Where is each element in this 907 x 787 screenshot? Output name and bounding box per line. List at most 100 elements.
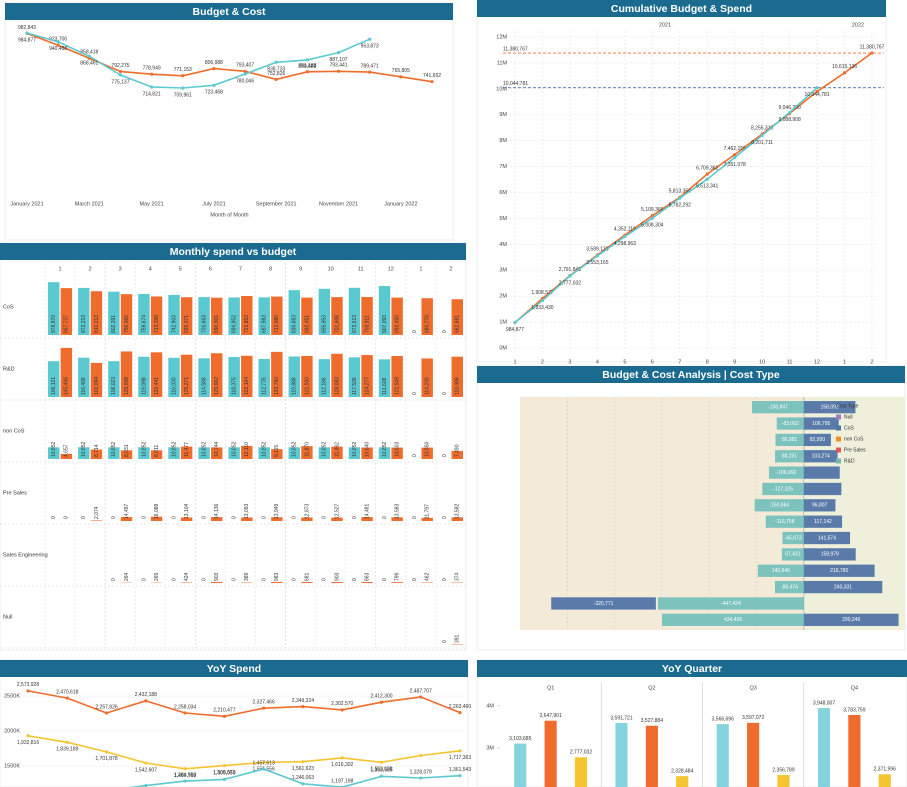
data-label: 850,689 <box>298 64 316 70</box>
point <box>513 320 517 325</box>
point <box>458 749 462 753</box>
data-label: -150,664 <box>769 503 789 509</box>
bar <box>318 288 331 335</box>
data-label: 119,098 <box>141 377 147 395</box>
bar <box>782 531 804 545</box>
series-line <box>514 87 818 324</box>
data-label: 11,477 <box>184 442 190 457</box>
data-label: 10,852 <box>81 441 87 457</box>
bar <box>768 466 804 479</box>
point <box>595 254 599 258</box>
data-label: 133,760 <box>274 377 280 395</box>
data-label: 1,908,577 <box>531 290 553 296</box>
x-tick-label: 1 <box>513 359 516 365</box>
data-label: 855,953 <box>322 315 328 333</box>
data-label: 793,441 <box>329 63 347 69</box>
data-label: 118,375 <box>231 377 237 395</box>
data-label: 13,583 <box>394 503 400 519</box>
bar <box>348 447 361 459</box>
bar <box>301 446 313 459</box>
data-label: 0 <box>322 516 328 519</box>
data-label: 799 <box>394 572 400 581</box>
data-label: 1,361,543 <box>449 767 471 773</box>
x-tick-label: March 2021 <box>75 201 104 207</box>
bar <box>803 564 875 577</box>
data-label: -88,474 <box>781 584 798 590</box>
data-label: 2,257,826 <box>95 704 117 710</box>
y-tick-label: 11M <box>497 60 508 66</box>
bar <box>776 417 804 430</box>
title-bar <box>0 243 466 260</box>
data-label: 2,356,789 <box>772 767 794 773</box>
data-label: 0 <box>262 516 268 519</box>
data-label: 780,046 <box>236 78 254 84</box>
bar <box>781 548 804 561</box>
bar <box>421 298 433 335</box>
data-label: 106,795 <box>812 421 830 427</box>
bar <box>241 296 253 335</box>
data-label: 741,652 <box>423 73 441 79</box>
data-label: 903 <box>214 572 220 581</box>
point <box>379 760 384 764</box>
point <box>705 177 709 181</box>
data-label: 10,744 <box>214 441 220 457</box>
data-label: 680,776 <box>425 315 431 333</box>
point <box>815 89 819 94</box>
data-label: 0 <box>81 516 87 519</box>
bar <box>138 447 150 459</box>
bar <box>120 450 133 459</box>
point <box>419 695 423 699</box>
x-tick-label: 2 <box>870 359 873 365</box>
point <box>118 69 123 74</box>
title-bar <box>5 3 453 20</box>
data-label: 953,873 <box>361 44 379 50</box>
data-label: 5,782,292 <box>669 202 691 208</box>
data-label: 112,186 <box>322 377 328 395</box>
data-label: 3,553,165 <box>586 260 608 266</box>
data-label: 117,142 <box>814 519 832 525</box>
data-label: 10,603 <box>394 441 400 457</box>
data-label: 5,008,304 <box>641 223 663 229</box>
bar <box>271 296 283 335</box>
bar <box>378 286 391 335</box>
y-tick-label: 5M <box>499 216 507 222</box>
bar <box>271 581 283 583</box>
bar <box>754 499 804 512</box>
data-label: -158,847 <box>768 405 788 411</box>
bar <box>662 613 804 626</box>
point <box>733 153 737 157</box>
data-label: 7,490 <box>455 444 461 457</box>
data-label: 101,094 <box>94 377 100 395</box>
data-label: 114,588 <box>201 377 207 395</box>
x-tick-label: 4 <box>596 359 599 365</box>
data-label: 10,852 <box>292 441 298 457</box>
bar <box>241 517 253 521</box>
data-label: 391 <box>455 634 461 643</box>
data-label: 434,456 <box>724 617 742 623</box>
bar <box>210 517 223 521</box>
series-line <box>26 32 371 89</box>
data-label: 2,302,570 <box>331 701 353 707</box>
column-header: 2 <box>89 266 92 272</box>
data-label: 3,589,123 <box>586 246 608 252</box>
data-label: 1,328,079 <box>410 769 432 775</box>
data-label: 978,970 <box>51 315 57 333</box>
y-tick-label: 0M <box>499 345 507 351</box>
data-label: 1,701,878 <box>95 756 117 762</box>
point <box>183 711 187 715</box>
data-label: 125,271 <box>184 377 190 395</box>
bar <box>451 517 463 521</box>
bar <box>361 447 373 459</box>
column-header: 12 <box>388 266 394 272</box>
point <box>104 711 109 715</box>
legend-label: Pre Sales <box>844 447 866 453</box>
bar <box>391 582 403 583</box>
data-label: 887,107 <box>329 57 347 63</box>
data-label: 778,949 <box>143 66 161 72</box>
data-label: 793,407 <box>236 63 254 69</box>
point <box>705 172 709 176</box>
point <box>274 60 278 64</box>
point <box>150 85 154 89</box>
bar <box>90 449 103 459</box>
